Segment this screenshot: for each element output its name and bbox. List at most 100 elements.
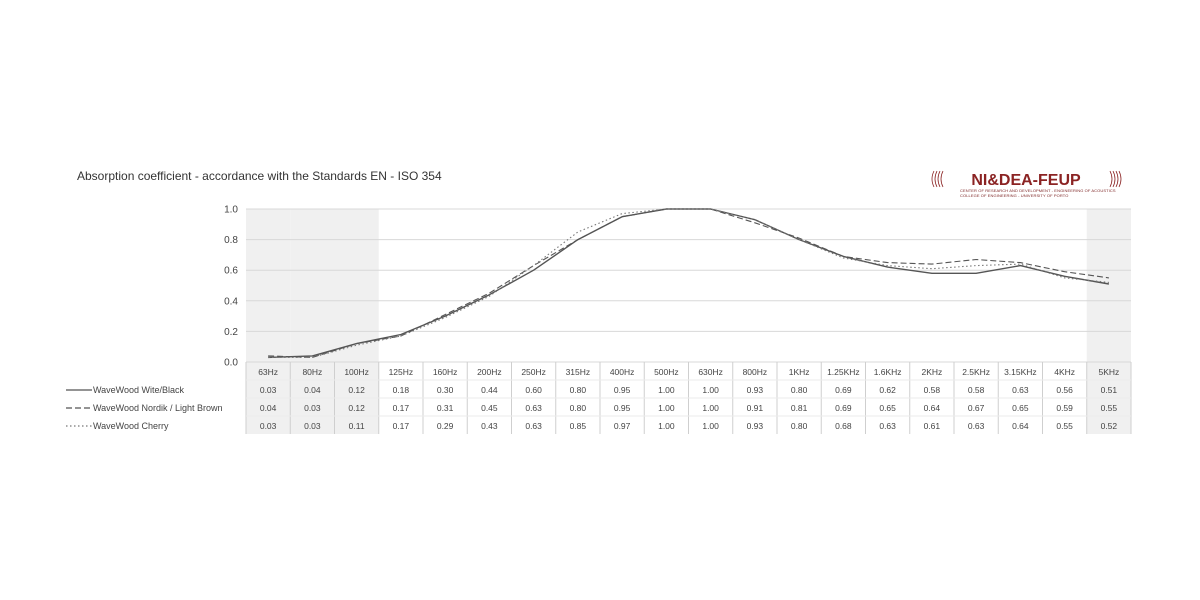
data-label: 0.03: [260, 421, 277, 431]
x-tick-label: 1.25KHz: [827, 367, 860, 377]
y-tick-label: 0.4: [224, 296, 238, 307]
x-tick-label: 100Hz: [344, 367, 369, 377]
data-label: 0.18: [393, 385, 410, 395]
data-label: 0.81: [791, 403, 808, 413]
data-label: 0.91: [747, 403, 764, 413]
x-tick-label: 5KHz: [1098, 367, 1119, 377]
data-label: 0.44: [481, 385, 498, 395]
data-label: 0.03: [304, 403, 321, 413]
logo-subtext-line1: CENTER OF RESEARCH AND DEVELOPMENT - ENG…: [960, 189, 1116, 193]
data-label: 0.11: [349, 421, 365, 431]
legend-label: WaveWood Wite/Black: [93, 385, 185, 395]
data-label: 1.00: [702, 403, 719, 413]
data-label: 0.63: [525, 421, 542, 431]
logo-subtext: CENTER OF RESEARCH AND DEVELOPMENT - ENG…: [960, 189, 1130, 198]
data-label: 0.67: [968, 403, 985, 413]
data-label: 0.04: [260, 403, 277, 413]
data-label: 0.69: [835, 403, 852, 413]
legend-label: WaveWood Cherry: [93, 421, 169, 431]
data-label: 0.52: [1101, 421, 1118, 431]
data-label: 0.65: [1012, 403, 1029, 413]
data-label: 0.58: [968, 385, 985, 395]
data-label: 0.45: [481, 403, 498, 413]
x-tick-label: 2KHz: [921, 367, 942, 377]
series-line: [268, 208, 1110, 359]
data-label: 0.63: [968, 421, 985, 431]
shaded-bands: [246, 209, 1131, 434]
data-label: 1.00: [702, 385, 719, 395]
data-label: 0.43: [481, 421, 498, 431]
data-label: 0.12: [348, 385, 365, 395]
x-tick-label: 315Hz: [566, 367, 591, 377]
x-tick-label: 1KHz: [789, 367, 810, 377]
x-tick-label: 250Hz: [521, 367, 546, 377]
data-label: 0.63: [525, 403, 542, 413]
data-label: 0.65: [879, 403, 896, 413]
data-label: 0.17: [393, 421, 410, 431]
legend-label: WaveWood Nordik / Light Brown: [93, 403, 223, 413]
data-label: 0.80: [570, 403, 587, 413]
data-label: 1.00: [702, 421, 719, 431]
data-label: 0.63: [879, 421, 896, 431]
data-label: 1.00: [658, 385, 675, 395]
shaded-column: [246, 209, 291, 434]
x-tick-label: 160Hz: [433, 367, 458, 377]
x-tick-label: 200Hz: [477, 367, 502, 377]
data-label: 0.80: [791, 421, 808, 431]
logo-text: NI&DEA-FEUP: [971, 172, 1081, 189]
data-label: 0.85: [570, 421, 587, 431]
data-label: 0.64: [1012, 421, 1029, 431]
data-label: 0.55: [1056, 421, 1073, 431]
data-table: 63Hz 80Hz 100Hz 125Hz 160Hz 200Hz 250Hz 315Hz 40…: [245, 362, 1132, 434]
data-label: 0.17: [393, 403, 410, 413]
data-label: 0.51: [1101, 385, 1118, 395]
x-tick-label: 125Hz: [389, 367, 414, 377]
shaded-column: [1086, 209, 1131, 434]
data-label: 0.97: [614, 421, 631, 431]
data-label: 0.80: [570, 385, 587, 395]
data-label: 0.03: [260, 385, 277, 395]
x-tick-label: 80Hz: [302, 367, 322, 377]
y-tick-label: 0.2: [224, 327, 238, 338]
series-line: [268, 208, 1109, 358]
data-label: 0.68: [835, 421, 852, 431]
x-tick-label: 2.5KHz: [962, 367, 990, 377]
logo-subtext-line2: COLLEGE OF ENGINEERING - UNIVERSITY OF P…: [960, 192, 1069, 198]
y-tick-labels: 0.0 0.2 0.4 0.6 0.8 1.0: [224, 205, 238, 369]
data-label: 0.56: [1056, 385, 1073, 395]
data-label: 0.93: [747, 421, 764, 431]
data-label: 0.03: [304, 421, 321, 431]
data-label: 0.62: [879, 385, 896, 395]
data-label: 0.30: [437, 385, 454, 395]
data-label: 0.55: [1101, 403, 1118, 413]
data-label: 1.00: [658, 421, 675, 431]
x-tick-label: 500Hz: [654, 367, 679, 377]
data-label: 0.31: [437, 403, 454, 413]
data-label: 0.80: [791, 385, 808, 395]
data-label: 0.95: [614, 385, 631, 395]
x-tick-label: 63Hz: [258, 367, 278, 377]
legend: WaveWood Wite/Black WaveWood Nordik / Lig…: [66, 385, 223, 431]
chart-title: Absorption coefficient - accordance with…: [77, 169, 442, 183]
data-label: 0.04: [304, 385, 321, 395]
data-label: 0.58: [924, 385, 941, 395]
data-label: 0.93: [747, 385, 764, 395]
data-label: 1.00: [658, 403, 675, 413]
data-label: 0.29: [437, 421, 454, 431]
y-tick-label: 1.0: [224, 205, 238, 216]
shaded-column: [290, 209, 335, 434]
logo-mark: NI&DEA-FEUP: [931, 170, 1122, 189]
data-label: 0.69: [835, 385, 852, 395]
data-label: 0.63: [1012, 385, 1029, 395]
series-lines: [268, 208, 1110, 359]
data-label: 0.61: [924, 421, 941, 431]
data-label: 0.95: [614, 403, 631, 413]
data-label: 0.59: [1056, 403, 1073, 413]
x-tick-label: 3.15KHz: [1004, 367, 1037, 377]
y-tick-label: 0.8: [224, 235, 238, 246]
x-tick-label: 4KHz: [1054, 367, 1075, 377]
logo: NI&DEA-FEUP CENTER OF RESEARCH AND DEVEL…: [930, 168, 1126, 200]
shaded-column: [334, 209, 379, 434]
y-tick-label: 0.0: [224, 358, 238, 369]
